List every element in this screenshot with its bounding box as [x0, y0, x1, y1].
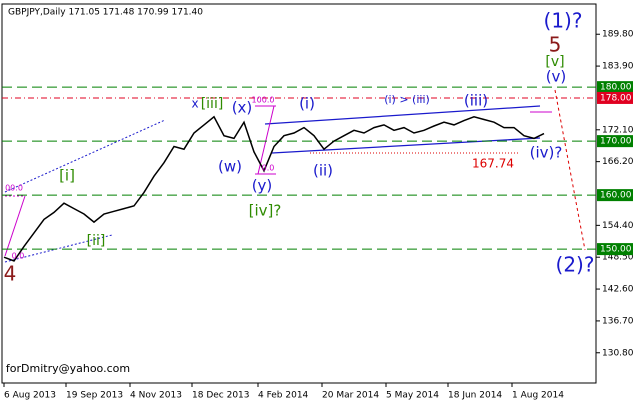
wave-label: (ii) — [313, 162, 333, 180]
fib-line — [4, 195, 26, 257]
level-label: 160.00 — [600, 191, 632, 201]
wave-label: 167.74 — [472, 157, 514, 171]
wave-label: (iii) — [464, 92, 488, 110]
wave-label: 0.0 — [12, 252, 25, 261]
wave-label: [iii] — [201, 96, 224, 112]
level-box — [597, 243, 633, 256]
y-tick-label: 154.40 — [602, 221, 634, 231]
wave-label: 100.0 — [252, 96, 275, 105]
channel-line — [271, 137, 541, 154]
wave-label: [iv]? — [249, 202, 282, 220]
wave-label: 5 — [549, 33, 562, 57]
level-label: 178.00 — [600, 93, 632, 103]
x-tick-label: 18 Dec 2013 — [192, 391, 250, 401]
level-box — [597, 189, 633, 202]
x-tick-label: 6 Aug 2013 — [4, 391, 56, 401]
level-box — [597, 81, 633, 94]
wave-label: [i] — [59, 167, 75, 185]
channel-line — [4, 119, 166, 193]
wave-label: (i) — [299, 95, 315, 113]
wave-label: (iv)? — [530, 144, 563, 162]
level-label: 150.00 — [600, 245, 632, 255]
y-tick-label: 142.60 — [602, 285, 634, 295]
wave-label: (w) — [218, 158, 242, 176]
wave-label: (1)? — [544, 9, 583, 33]
wave-label: 4 — [4, 262, 17, 286]
y-tick-label: 136.70 — [602, 316, 634, 326]
chart-title: GBPJPY,Daily 171.05 171.48 170.99 171.40 — [8, 8, 203, 18]
y-tick-label: 130.80 — [602, 348, 634, 358]
drawings — [4, 89, 586, 263]
plot-frame — [1, 3, 597, 384]
wave-label: (i) > (iii) — [384, 93, 430, 106]
wave-label: 0.0 — [262, 164, 275, 173]
level-box — [597, 135, 633, 148]
wave-label: [ii] — [87, 233, 106, 249]
level-label: 170.00 — [600, 137, 632, 147]
wave-label: (x) — [232, 99, 253, 117]
wave-label: (v) — [546, 68, 567, 86]
x-tick-label: 4 Nov 2013 — [130, 391, 182, 401]
wave-label: 00.0 — [5, 184, 23, 193]
x-tick-label: 5 May 2014 — [386, 391, 439, 401]
x-tick-label: 4 Feb 2014 — [258, 391, 309, 401]
level-box — [597, 91, 633, 104]
wave-label: forDmitry@yahoo.com — [6, 362, 130, 375]
x-tick-label: 20 Mar 2014 — [322, 391, 379, 401]
fib-line — [257, 105, 275, 175]
y-tick-label: 166.20 — [602, 157, 634, 167]
y-tick-label: 172.10 — [602, 125, 634, 135]
y-tick-label: 189.80 — [602, 30, 634, 40]
wave-label: [v] — [545, 54, 564, 70]
price-line — [3, 115, 545, 262]
x-tick-label: 19 Sep 2013 — [66, 391, 123, 401]
y-tick-label: 183.90 — [602, 62, 634, 72]
wave-label: (2)? — [556, 253, 595, 277]
x-tick-label: 18 Jun 2014 — [448, 391, 502, 401]
x-tick-label: 1 Aug 2014 — [512, 391, 564, 401]
wave-label: (y) — [252, 177, 273, 195]
channel-line — [264, 105, 541, 125]
y-tick-label: 148.50 — [602, 253, 634, 263]
level-label: 180.00 — [600, 83, 632, 93]
wave-label: x — [191, 97, 198, 111]
